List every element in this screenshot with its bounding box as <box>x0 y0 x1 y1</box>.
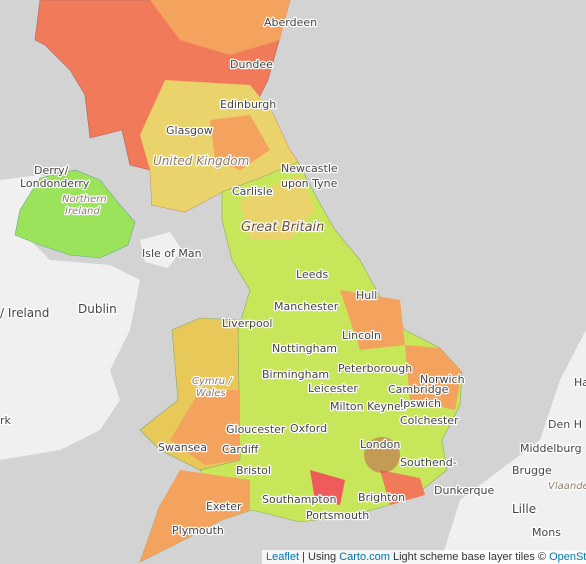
country-label: / Ireland <box>0 306 49 320</box>
attribution-text: | Using <box>299 551 340 563</box>
place-label: Cardiff <box>222 443 259 456</box>
region-patch <box>140 470 250 562</box>
region-label: Northern <box>62 194 107 205</box>
place-label: Aberdeen <box>264 16 317 29</box>
place-label: Edinburgh <box>220 98 276 111</box>
place-label: Middelburg <box>520 442 582 455</box>
region-patch <box>405 345 462 410</box>
carto-link[interactable]: Carto.com <box>339 551 390 563</box>
place-label: Dunkerque <box>434 484 494 497</box>
region-northern-ireland <box>14 169 136 259</box>
place-label: Liverpool <box>222 317 272 330</box>
place-label: Dublin <box>78 302 117 316</box>
region-patch <box>240 175 315 240</box>
place-label: upon Tyne <box>281 177 338 190</box>
land-continent <box>440 330 586 564</box>
place-label: Portsmouth <box>306 509 369 522</box>
region-label: Vlaande <box>548 481 586 492</box>
place-label: Gloucester <box>226 423 286 436</box>
place-label: Dundee <box>230 58 273 71</box>
region-patch <box>340 290 405 350</box>
place-label: Brugge <box>512 464 552 477</box>
place-label: Hull <box>356 289 377 302</box>
place-label: Oxford <box>290 422 327 435</box>
place-label: Carlisle <box>232 185 273 198</box>
region-london <box>364 437 400 473</box>
place-label: Exeter <box>206 500 242 513</box>
place-label: Mons <box>532 526 561 539</box>
place-label: Ha <box>574 376 586 389</box>
land-ireland <box>0 175 140 460</box>
place-label: Derry/ <box>34 164 69 177</box>
place-label: London <box>360 438 400 451</box>
place-label: Norwich <box>420 373 465 386</box>
place-label: Southend- <box>400 456 457 469</box>
place-label: Ipswich <box>400 397 441 410</box>
place-label: Londonderry <box>20 177 90 190</box>
place-label: Lille <box>512 502 536 516</box>
place-label: Cambridge <box>388 383 449 396</box>
place-label: Bristol <box>236 464 271 477</box>
place-label: Glasgow <box>166 124 213 137</box>
region-patch <box>310 470 345 505</box>
place-label: Peterborough <box>338 362 412 375</box>
place-label: rk <box>0 414 12 427</box>
place-label: Southampton <box>262 493 336 506</box>
osm-link[interactable]: OpenStreetMap <box>549 551 586 563</box>
place-label: Den H <box>548 418 582 431</box>
region-label: Wales <box>196 388 226 399</box>
place-label: Colchester <box>400 414 459 427</box>
place-label: Leeds <box>296 268 328 281</box>
place-label: Milton Keynes <box>330 400 407 413</box>
attribution: Leaflet | Using Carto.com Light scheme b… <box>262 550 586 564</box>
region-patch <box>170 390 240 465</box>
place-label: Isle of Man <box>142 247 202 260</box>
place-label: Swansea <box>158 441 207 454</box>
place-label: Plymouth <box>172 524 224 537</box>
place-label: Nottingham <box>272 342 337 355</box>
place-label: Birmingham <box>262 368 329 381</box>
region-label: Ireland <box>65 206 100 217</box>
region-patch <box>210 115 270 170</box>
place-label: Leicester <box>308 382 358 395</box>
region-patch <box>380 470 425 505</box>
place-label: Lincoln <box>342 329 381 342</box>
land-isle-of-man <box>140 232 182 268</box>
island-label: Great Britain <box>241 220 324 235</box>
place-label: Manchester <box>274 300 339 313</box>
region-patch <box>150 0 290 55</box>
region-label: Cymru / <box>192 376 233 387</box>
leaflet-link[interactable]: Leaflet <box>266 551 300 563</box>
country-label: United Kingdom <box>153 154 249 168</box>
place-label: Brighton <box>358 491 405 504</box>
attribution-text: Light scheme base layer tiles © <box>389 551 550 563</box>
place-label: Newcastle <box>281 162 338 175</box>
